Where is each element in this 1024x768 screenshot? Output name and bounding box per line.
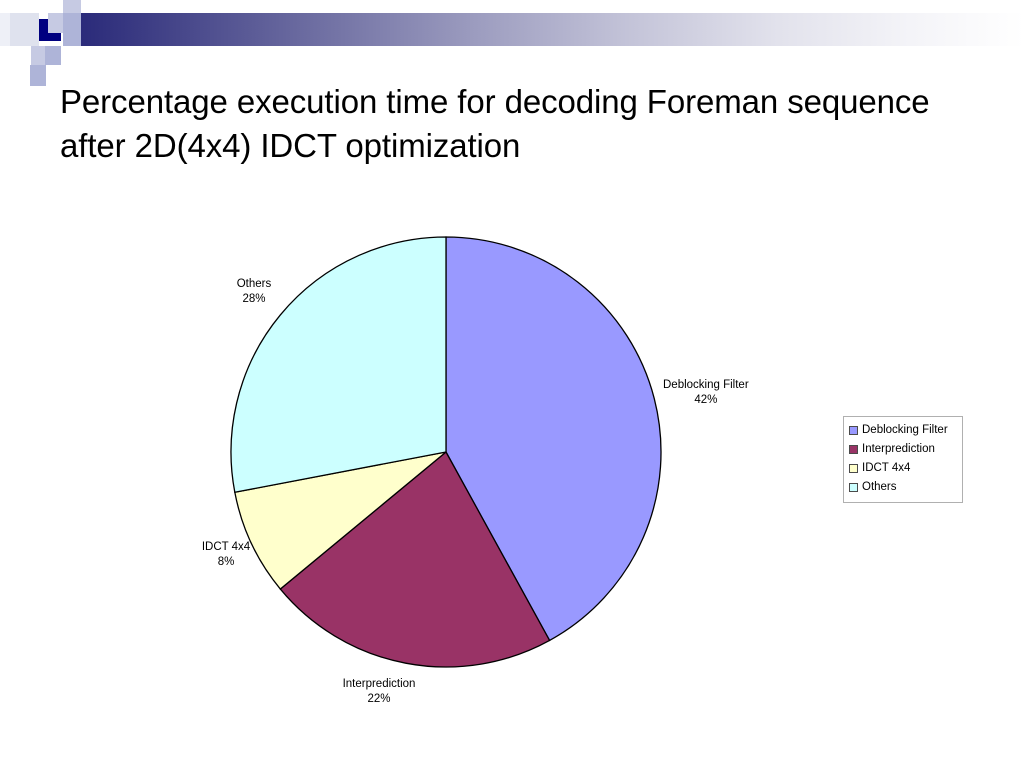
header-square-mid-2 xyxy=(63,13,81,46)
header-square-fade-2 xyxy=(0,13,10,46)
legend-label-idct-4x4: IDCT 4x4 xyxy=(862,461,911,474)
legend-label-deblocking-filter: Deblocking Filter xyxy=(862,423,948,436)
pie-label-interprediction-value: 22% xyxy=(367,692,391,705)
legend-swatch-idct-4x4 xyxy=(849,464,858,473)
chart-legend: Deblocking Filter Interprediction IDCT 4… xyxy=(843,416,963,503)
header-square-mid-5 xyxy=(45,46,61,65)
legend-swatch-interprediction xyxy=(849,445,858,454)
legend-item-idct-4x4[interactable]: IDCT 4x4 xyxy=(849,459,957,478)
slide-title: Percentage execution time for decoding F… xyxy=(60,83,930,164)
pie-label-idct-4x4-value: 8% xyxy=(217,555,235,568)
header-square-mid-8 xyxy=(31,46,61,47)
pie-label-others: Others 28% xyxy=(203,277,305,306)
legend-label-others: Others xyxy=(862,480,897,493)
legend-swatch-deblocking-filter xyxy=(849,426,858,435)
header-square-light-5 xyxy=(63,0,81,13)
legend-label-interprediction: Interprediction xyxy=(862,442,935,455)
pie-label-deblocking-filter-value: 42% xyxy=(694,393,718,406)
header-square-mid-9 xyxy=(30,65,46,86)
pie-slice-deblocking-filter[interactable] xyxy=(445,236,662,642)
pie-label-others-value: 28% xyxy=(242,292,266,305)
header-square-light-4 xyxy=(31,46,45,65)
header-square-light-2 xyxy=(48,13,65,33)
header-square-pale-1 xyxy=(18,13,39,46)
pie-label-deblocking-filter-name: Deblocking Filter xyxy=(663,379,749,391)
legend-item-others[interactable]: Others xyxy=(849,478,957,497)
pie-slice-interprediction[interactable] xyxy=(279,450,551,668)
pie-label-deblocking-filter: Deblocking Filter 42% xyxy=(663,378,749,407)
legend-item-interprediction[interactable]: Interprediction xyxy=(849,440,957,459)
pie-label-interprediction: Interprediction 22% xyxy=(315,677,443,706)
pie-slice-idct-4x4[interactable] xyxy=(234,451,447,590)
legend-swatch-others xyxy=(849,483,858,492)
pie-label-idct-4x4: IDCT 4x4 8% xyxy=(175,540,277,569)
pie-label-others-name: Others xyxy=(236,278,272,290)
pie-slice-others[interactable] xyxy=(230,236,447,494)
legend-item-deblocking-filter[interactable]: Deblocking Filter xyxy=(849,421,957,440)
pie-label-idct-4x4-name: IDCT 4x4 xyxy=(201,541,251,553)
header-gradient-bar xyxy=(78,13,1024,46)
slide-header-decoration xyxy=(0,0,1024,86)
pie-label-interprediction-name: Interprediction xyxy=(342,678,416,690)
